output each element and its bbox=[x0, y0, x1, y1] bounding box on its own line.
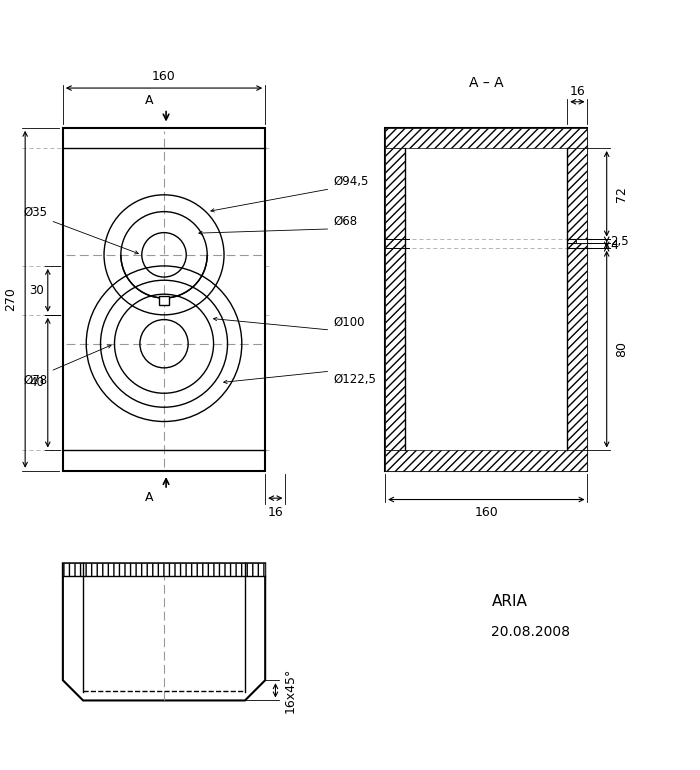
Text: 16: 16 bbox=[267, 507, 284, 520]
Text: 40: 40 bbox=[29, 377, 44, 389]
Text: 20.08.2008: 20.08.2008 bbox=[491, 625, 570, 639]
Bar bbox=[63, 564, 265, 577]
Text: 30: 30 bbox=[29, 284, 44, 297]
Text: Ø68: Ø68 bbox=[334, 215, 358, 228]
Bar bbox=[567, 148, 587, 450]
Text: A – A: A – A bbox=[469, 76, 504, 90]
Bar bbox=[385, 128, 587, 148]
Text: Ø122,5: Ø122,5 bbox=[334, 373, 377, 386]
Bar bbox=[385, 148, 405, 450]
Text: Ø94,5: Ø94,5 bbox=[334, 175, 369, 188]
Bar bbox=[385, 450, 587, 470]
Bar bbox=[159, 296, 169, 305]
Text: Ø78: Ø78 bbox=[24, 374, 48, 387]
Text: ARIA: ARIA bbox=[491, 594, 527, 608]
Text: 270: 270 bbox=[4, 287, 17, 311]
Text: A: A bbox=[145, 491, 153, 504]
Text: Ø35: Ø35 bbox=[24, 206, 48, 219]
Text: 160: 160 bbox=[152, 69, 176, 82]
Polygon shape bbox=[63, 564, 265, 701]
Text: Ø100: Ø100 bbox=[334, 316, 365, 329]
Text: A: A bbox=[145, 94, 153, 107]
Text: 2,5: 2,5 bbox=[610, 235, 629, 248]
Text: 16: 16 bbox=[570, 85, 585, 98]
Bar bbox=[63, 128, 265, 470]
Text: 80: 80 bbox=[615, 341, 628, 357]
Text: 72: 72 bbox=[615, 186, 628, 202]
Bar bbox=[576, 239, 587, 243]
Bar bbox=[385, 128, 587, 470]
Text: 4: 4 bbox=[610, 239, 618, 252]
Text: 160: 160 bbox=[475, 507, 498, 520]
Text: 16x45°: 16x45° bbox=[284, 668, 297, 713]
